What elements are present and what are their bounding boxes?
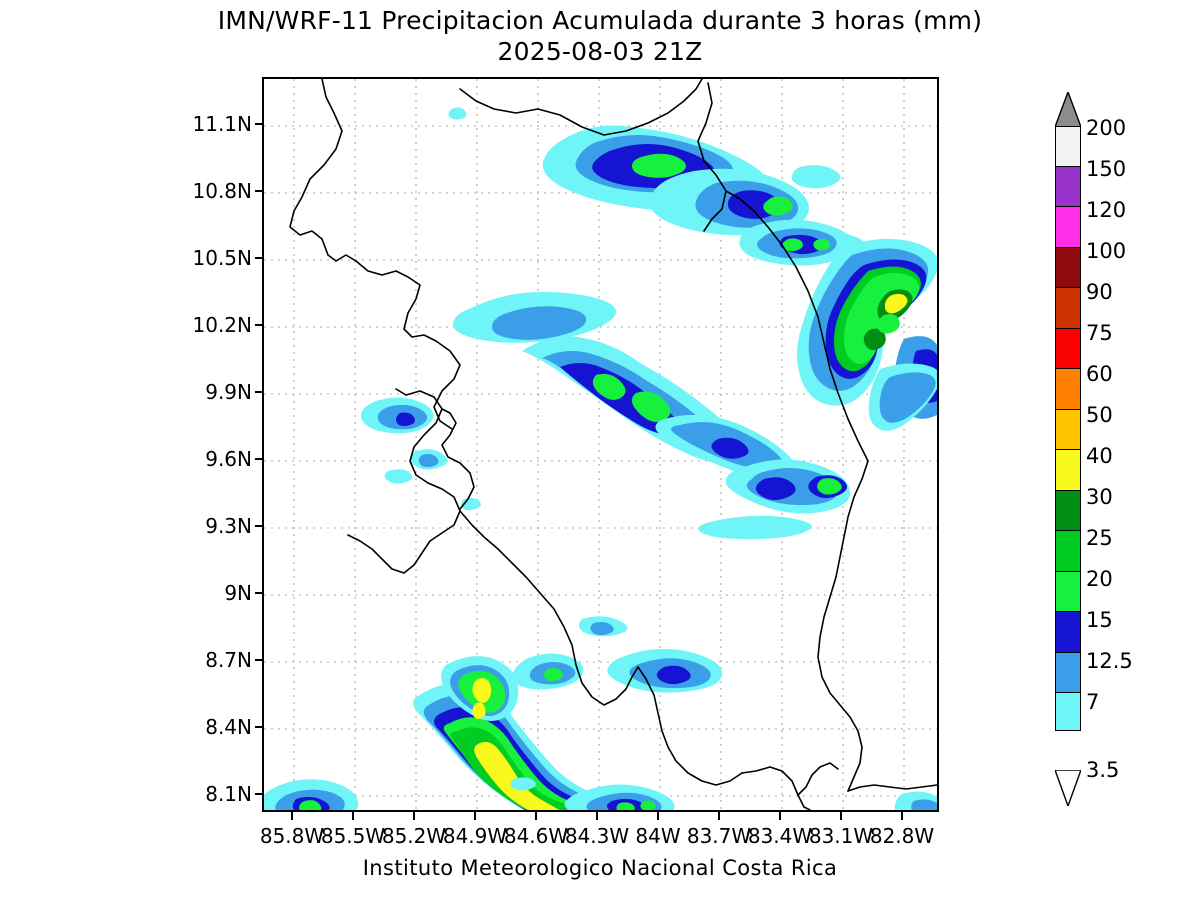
y-tick-mark: [255, 123, 263, 125]
x-tick-mark: [596, 812, 598, 820]
x-axis-label-84W: 84W: [635, 824, 681, 848]
x-tick-mark: [657, 812, 659, 820]
colorbar-tick-20: 20: [1086, 567, 1113, 591]
y-axis-label-11.1N: 11.1N: [192, 112, 253, 136]
y-axis-label-9.6N: 9.6N: [205, 447, 252, 471]
chart-subtitle: 2025-08-03 21Z: [497, 37, 703, 66]
colorbar-tick-40: 40: [1086, 444, 1113, 468]
colorbar-band-90: [1055, 287, 1081, 328]
y-axis-label-9N: 9N: [224, 581, 252, 605]
y-axis-label-10.5N: 10.5N: [192, 246, 253, 270]
chart-title-block: IMN/WRF-11 Precipitacion Acumulada duran…: [0, 6, 1200, 66]
footer-attribution: Instituto Meteorologico Nacional Costa R…: [362, 856, 838, 880]
colorbar-band-50: [1055, 409, 1081, 449]
x-axis-label-85.8W: 85.8W: [259, 824, 325, 848]
colorbar-tick-7: 7: [1086, 690, 1100, 714]
precipitation-map-svg: .c35{fill:#6ff5f7}.c7{fill:#3a9fe8}.c125…: [264, 79, 937, 810]
colorbar-tick-30: 30: [1086, 485, 1113, 509]
x-tick-mark: [535, 812, 537, 820]
y-axis-label-10.2N: 10.2N: [192, 313, 253, 337]
colorbar: [1055, 126, 1081, 731]
x-tick-mark: [474, 812, 476, 820]
colorbar-tick-150: 150: [1086, 157, 1127, 181]
colorbar-tick-200: 200: [1086, 116, 1127, 140]
x-tick-mark: [352, 812, 354, 820]
x-tick-mark: [901, 812, 903, 820]
y-tick-mark: [255, 324, 263, 326]
colorbar-tick-3.5: 3.5: [1086, 758, 1120, 782]
colorbar-band-200: [1055, 126, 1081, 166]
colorbar-tick-75: 75: [1086, 321, 1113, 345]
y-axis-label-9.3N: 9.3N: [205, 514, 252, 538]
x-axis-label-84.3W: 84.3W: [564, 824, 630, 848]
x-axis-label-85.2W: 85.2W: [381, 824, 447, 848]
colorbar-band-30: [1055, 490, 1081, 530]
x-tick-mark: [840, 812, 842, 820]
y-tick-mark: [255, 726, 263, 728]
y-tick-mark: [255, 793, 263, 795]
y-axis-label-8.4N: 8.4N: [205, 715, 252, 739]
colorbar-band-60: [1055, 368, 1081, 409]
page-title: IMN/WRF-11 Precipitacion Acumulada duran…: [217, 6, 983, 35]
colorbar-tick-15: 15: [1086, 608, 1113, 632]
x-tick-mark: [718, 812, 720, 820]
colorbar-band-25: [1055, 530, 1081, 571]
y-tick-mark: [255, 458, 263, 460]
precipitation-contours: [264, 107, 937, 810]
x-axis-label-84.9W: 84.9W: [442, 824, 508, 848]
y-tick-mark: [255, 257, 263, 259]
colorbar-band-20: [1055, 571, 1081, 611]
colorbar-tick-60: 60: [1086, 362, 1113, 386]
y-axis-label-9.9N: 9.9N: [205, 380, 252, 404]
colorbar-band-7: [1055, 692, 1081, 731]
y-axis-label-10.8N: 10.8N: [192, 179, 253, 203]
x-axis-label-83.4W: 83.4W: [747, 824, 813, 848]
y-tick-mark: [255, 659, 263, 661]
colorbar-band-75: [1055, 328, 1081, 368]
map-clip: .c35{fill:#6ff5f7}.c7{fill:#3a9fe8}.c125…: [264, 79, 937, 810]
colorbar-tick-120: 120: [1086, 198, 1127, 222]
x-axis-label-82.8W: 82.8W: [869, 824, 935, 848]
y-tick-mark: [255, 391, 263, 393]
x-axis-label-83.7W: 83.7W: [686, 824, 752, 848]
x-tick-mark: [413, 812, 415, 820]
y-axis-label-8.1N: 8.1N: [205, 782, 252, 806]
x-tick-mark: [291, 812, 293, 820]
x-axis-label-85.5W: 85.5W: [320, 824, 386, 848]
x-tick-mark: [779, 812, 781, 820]
x-axis-label-83.1W: 83.1W: [808, 824, 874, 848]
colorbar-band-40: [1055, 449, 1081, 490]
colorbar-band-150: [1055, 166, 1081, 206]
y-tick-mark: [255, 525, 263, 527]
y-tick-mark: [255, 592, 263, 594]
x-axis-label-84.6W: 84.6W: [503, 824, 569, 848]
colorbar-overflow-arrow-bottom: [1055, 770, 1081, 806]
colorbar-band-12.5: [1055, 652, 1081, 692]
colorbar-band-120: [1055, 206, 1081, 247]
colorbar-tick-50: 50: [1086, 403, 1113, 427]
colorbar-tick-90: 90: [1086, 280, 1113, 304]
colorbar-band-15: [1055, 611, 1081, 652]
y-axis-label-8.7N: 8.7N: [205, 648, 252, 672]
colorbar-tick-100: 100: [1086, 239, 1127, 263]
coastline-overlay: [289, 79, 937, 810]
colorbar-tick-12.5: 12.5: [1086, 649, 1133, 673]
y-tick-mark: [255, 190, 263, 192]
colorbar-overflow-arrow-top: [1055, 92, 1081, 127]
map-plot-area: .c35{fill:#6ff5f7}.c7{fill:#3a9fe8}.c125…: [262, 77, 939, 812]
colorbar-band-100: [1055, 247, 1081, 287]
colorbar-tick-25: 25: [1086, 526, 1113, 550]
